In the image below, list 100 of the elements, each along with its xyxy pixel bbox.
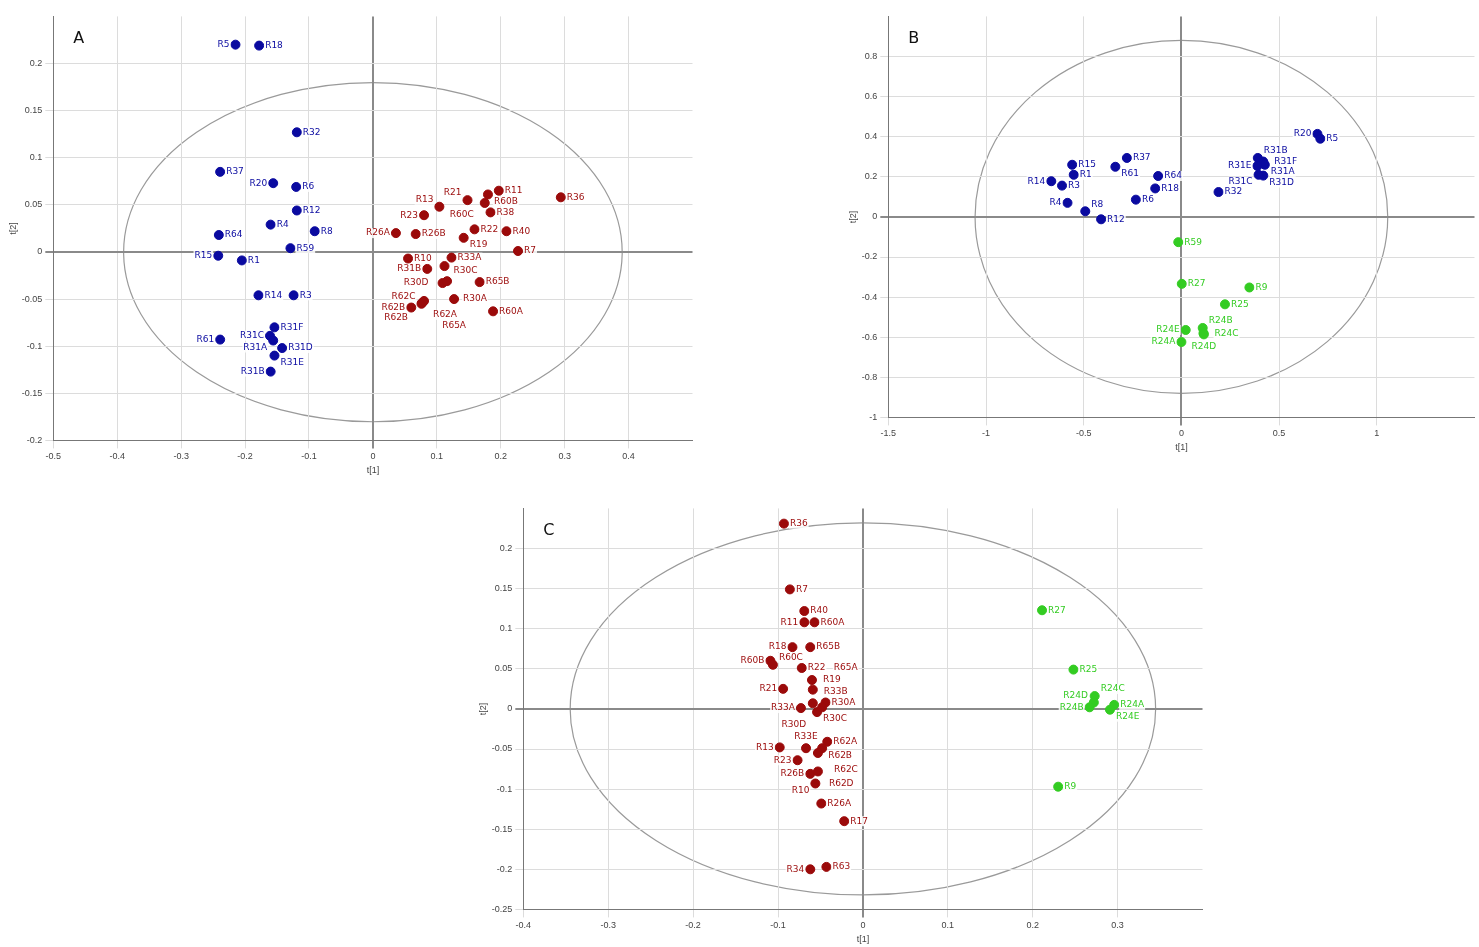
- data-label: R30C: [823, 713, 848, 724]
- data-label: R27: [1187, 278, 1206, 289]
- point: [767, 659, 778, 670]
- x-tick-label: 0.3: [558, 451, 571, 462]
- x-tick-label: -0.5: [45, 451, 62, 462]
- point: [474, 277, 485, 288]
- y-tick-label: 0.8: [864, 50, 878, 61]
- point: [778, 683, 789, 694]
- y-tick-label: -0.25: [491, 903, 513, 914]
- point: [1153, 171, 1164, 181]
- point: [784, 584, 795, 595]
- data-label: R60C: [778, 652, 803, 663]
- point: [458, 232, 469, 243]
- y-axis-title: t[2]: [7, 222, 18, 235]
- point: [1053, 781, 1064, 792]
- point: [1080, 206, 1091, 217]
- data-label: R62B: [828, 749, 853, 760]
- data-label: R18: [1161, 182, 1180, 193]
- point: [390, 228, 401, 239]
- data-label: R20: [1293, 128, 1312, 139]
- point: [805, 864, 816, 875]
- point: [778, 518, 789, 529]
- point: [309, 226, 320, 237]
- data-label: R24D: [1191, 340, 1217, 351]
- data-label: R40: [810, 605, 829, 616]
- data-label: R60B: [740, 655, 765, 666]
- point: [449, 294, 460, 305]
- data-label: R34: [786, 863, 805, 874]
- data-label: R18: [265, 39, 284, 50]
- data-label: R61: [1121, 168, 1140, 179]
- point: [254, 40, 265, 51]
- point: [1130, 194, 1141, 205]
- data-label: R31A: [243, 341, 269, 352]
- data-label: R9: [1255, 281, 1268, 292]
- data-label: R24A: [1151, 336, 1177, 347]
- y-axis-title: t[2]: [477, 702, 488, 716]
- data-label: R22: [480, 223, 499, 234]
- y-tick-label: 0: [507, 703, 513, 714]
- data-label: R31E: [1228, 160, 1252, 171]
- data-label: R5: [217, 39, 230, 50]
- x-axis-title: t[1]: [856, 934, 870, 945]
- data-label: R31C: [1228, 176, 1253, 187]
- data-label: R24E: [1115, 711, 1140, 722]
- point: [434, 201, 445, 212]
- data-label: R25: [1079, 663, 1098, 674]
- x-tick-label: -0.2: [685, 920, 701, 931]
- data-label: R37: [1132, 152, 1151, 163]
- point: [1057, 180, 1068, 191]
- point: [805, 642, 816, 653]
- data-label: R15: [1078, 159, 1096, 170]
- y-tick-label: 0.15: [494, 583, 513, 594]
- data-label: R10: [791, 784, 810, 795]
- x-tick-label: -0.3: [600, 920, 616, 931]
- data-label: R31B: [397, 263, 422, 274]
- point: [807, 698, 818, 709]
- text: C: [543, 519, 555, 539]
- x-tick-label: -1: [982, 428, 991, 439]
- data-label: R11: [780, 616, 799, 627]
- data-label: R7: [524, 245, 536, 256]
- data-label: R31C: [240, 330, 265, 341]
- point: [810, 778, 821, 789]
- point: [446, 252, 457, 263]
- y-tick-label: 0.2: [499, 542, 513, 553]
- x-tick-label: 0.3: [1111, 920, 1124, 931]
- y-tick-label: 0: [37, 246, 43, 257]
- y-tick-label: 0.05: [24, 199, 43, 210]
- data-label: R9: [1064, 781, 1077, 792]
- point: [269, 322, 280, 333]
- x-tick-label: -1.5: [880, 428, 897, 439]
- data-label: R61: [196, 333, 215, 344]
- x-tick-label: 0: [1178, 428, 1184, 439]
- point: [1180, 324, 1191, 335]
- data-label: R65A: [833, 662, 859, 672]
- data-label: R65A: [442, 320, 467, 331]
- x-tick-label: 0.4: [622, 451, 635, 462]
- point: [1173, 237, 1184, 248]
- data-label: R7: [795, 583, 808, 594]
- x-tick-label: 0.1: [430, 451, 444, 462]
- data-label: R62B: [384, 312, 409, 323]
- point: [1176, 278, 1187, 289]
- point: [1150, 183, 1161, 194]
- point: [555, 192, 566, 203]
- data-label: R6: [1141, 194, 1155, 204]
- data-label: R30A: [463, 292, 488, 303]
- y-tick-label: -0.15: [491, 823, 513, 834]
- data-label: R33A: [457, 251, 483, 262]
- point: [799, 617, 810, 628]
- x-tick-label: -0.2: [237, 451, 253, 462]
- data-label: R24C: [1100, 683, 1125, 694]
- data-label: R3: [299, 289, 312, 300]
- y-tick-label: 0.2: [29, 58, 43, 68]
- x-axis-title: t[1]: [1175, 442, 1188, 453]
- data-label: R24E: [1156, 324, 1181, 335]
- point: [277, 343, 288, 354]
- data-label: R31D: [1269, 176, 1294, 187]
- point: [265, 219, 276, 230]
- data-label: R62A: [433, 309, 458, 320]
- data-label: R64: [224, 229, 243, 240]
- point: [422, 263, 433, 274]
- data-label: R37: [226, 166, 244, 177]
